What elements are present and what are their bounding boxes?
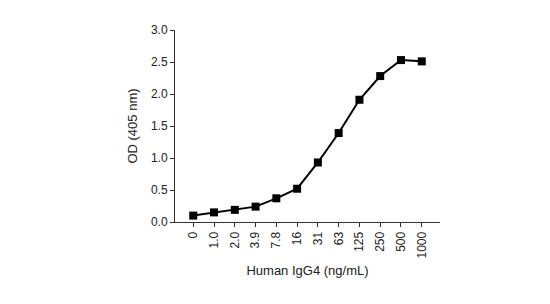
svg-text:1000: 1000 <box>415 231 429 258</box>
svg-text:1.0: 1.0 <box>207 231 221 248</box>
svg-text:2.5: 2.5 <box>151 55 168 69</box>
svg-text:2.0: 2.0 <box>228 231 242 248</box>
svg-text:2.0: 2.0 <box>151 87 168 101</box>
svg-text:0: 0 <box>186 231 200 238</box>
svg-text:500: 500 <box>394 231 408 251</box>
svg-text:250: 250 <box>373 231 387 251</box>
svg-text:1.5: 1.5 <box>151 119 168 133</box>
svg-text:125: 125 <box>352 231 366 251</box>
svg-text:1.0: 1.0 <box>151 151 168 165</box>
svg-text:16: 16 <box>290 231 304 245</box>
svg-text:OD (405 nm): OD (405 nm) <box>125 88 140 163</box>
svg-text:3.0: 3.0 <box>151 23 168 37</box>
svg-text:63: 63 <box>332 231 346 245</box>
svg-text:3.9: 3.9 <box>248 231 262 248</box>
svg-text:Human IgG4 (ng/mL): Human IgG4 (ng/mL) <box>246 263 368 278</box>
svg-text:0.0: 0.0 <box>151 215 168 229</box>
svg-text:31: 31 <box>311 231 325 245</box>
svg-text:7.8: 7.8 <box>269 231 283 248</box>
svg-text:0.5: 0.5 <box>151 183 168 197</box>
